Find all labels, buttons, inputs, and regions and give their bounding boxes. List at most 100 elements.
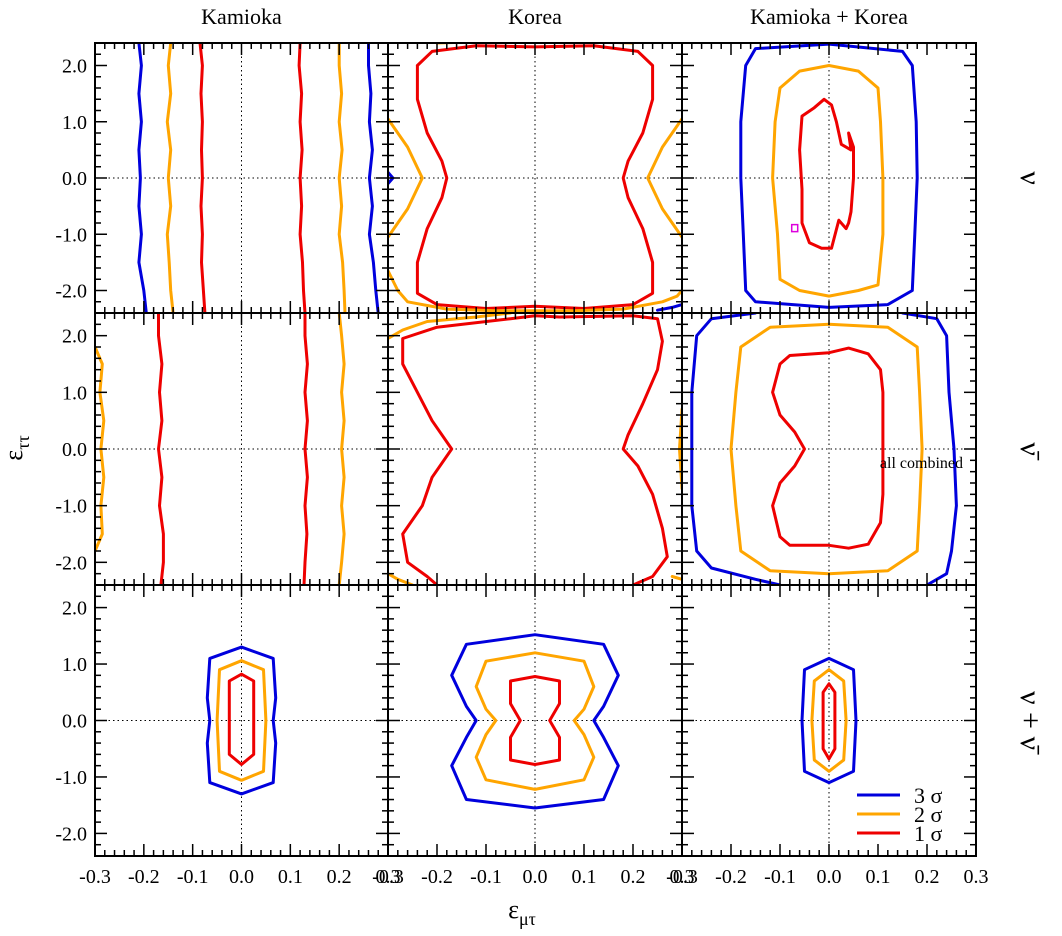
contour-2sigma (388, 313, 512, 340)
contour-2sigma (771, 64, 885, 298)
contour-2sigma (337, 313, 346, 585)
x-tick-label: -0.3 (372, 866, 404, 888)
contour-3sigma (367, 43, 380, 313)
contour-3sigma (656, 303, 682, 312)
panel-nubar-kamioka-korea (681, 312, 977, 586)
x-tick-label: 0.2 (327, 866, 352, 888)
contour-1sigma (821, 682, 837, 761)
panel-ticks (387, 584, 683, 857)
x-tick-label: -0.1 (764, 866, 796, 888)
contour-1sigma (771, 346, 885, 550)
contour-1sigma (198, 43, 207, 313)
axis-labels: εμτ εττ all combined (0, 435, 963, 929)
contour-2sigma (337, 43, 347, 313)
contour-2sigma (646, 117, 682, 239)
x-tick-label: -0.3 (79, 866, 111, 888)
x-tick-label: 0.2 (621, 866, 646, 888)
x-tick-label: 0.1 (866, 866, 891, 888)
legend-label-3sigma: 3 σ (914, 783, 943, 808)
column-title-kamioka: Kamioka (201, 4, 282, 29)
all-combined-annotation: all combined (880, 455, 963, 472)
panel-nu-kamioka-korea (681, 42, 977, 314)
panel-nu-korea (387, 42, 683, 314)
y-tick-label: 1.0 (62, 112, 87, 134)
x-tick-label: -0.2 (715, 866, 747, 888)
contour-3sigma (205, 645, 278, 796)
y-axis-label: εττ (0, 435, 33, 460)
x-tick-label: 0.1 (278, 866, 303, 888)
row-label-nubar: ν̄ (1014, 442, 1047, 461)
panel-nu-kamioka: -2.0 -1.0 0.0 1.0 2.0 (55, 42, 389, 314)
panel-nu-plus-nubar-korea: -0.3 -0.2 -0.1 0.0 0.1 0.2 0.3 (372, 584, 695, 888)
contour-2sigma (670, 575, 682, 581)
y-tick-label: 2.0 (62, 598, 87, 620)
contour-1sigma (157, 313, 165, 585)
y-tick-label: -1.0 (55, 496, 87, 518)
contour-1sigma (297, 43, 307, 313)
x-tick-label: -0.3 (666, 866, 698, 888)
y-tick-label: 1.0 (62, 654, 87, 676)
contour-2sigma (810, 668, 848, 773)
x-tick-label: 0.1 (572, 866, 597, 888)
y-tick-label: 0.0 (62, 168, 87, 190)
x-tick-label: 0.3 (964, 866, 989, 888)
y-tick-label: -1.0 (55, 767, 87, 789)
x-tick-label: -0.1 (177, 866, 209, 888)
contour-2sigma (215, 659, 268, 782)
contour-3sigma (800, 656, 858, 785)
contour-3sigma (137, 43, 148, 313)
y-tick-label: -2.0 (55, 281, 87, 303)
column-titles: Kamioka Korea Kamioka + Korea (201, 4, 908, 29)
best-fit-marker (790, 223, 799, 233)
panel-ticks (387, 42, 683, 314)
y-tick-label: 0.0 (62, 439, 87, 461)
panel-grid: -2.0 -1.0 0.0 1.0 2.0 -2.0 -1.0 0.0 1.0 2.0 -2.0 -1… (55, 42, 989, 888)
x-tick-label: 0.3 (376, 866, 401, 888)
panel-nu-plus-nubar-kamioka: -2.0 -1.0 0.0 1.0 2.0 -0.3 -0.2 -0.1 0.0 0.1 0.2 0.… (55, 584, 401, 888)
contour-1sigma (798, 97, 855, 250)
contour-2sigma (388, 117, 424, 239)
x-tick-label: 0.3 (670, 866, 695, 888)
legend-label-1sigma: 1 σ (914, 821, 943, 846)
contour-1sigma (509, 675, 561, 766)
contour-2sigma (165, 43, 175, 313)
x-axis-label: εμτ (508, 895, 536, 929)
x-tick-label: 0.2 (915, 866, 940, 888)
contour-3sigma (450, 633, 620, 810)
x-tick-label: 0.0 (523, 866, 548, 888)
contour-1sigma (302, 313, 309, 585)
contour-1sigma (227, 672, 256, 766)
panel-ticks (681, 584, 977, 857)
x-tick-label: -0.1 (470, 866, 502, 888)
row-labels: ν ν̄ ν + ν̄ (1014, 171, 1047, 755)
row-label-nu-plus-nubar: ν + ν̄ (1014, 691, 1047, 755)
panel-nu-plus-nubar-kamioka-korea: -0.3 -0.2 -0.1 0.0 0.1 0.2 0.3 (666, 584, 989, 888)
y-tick-label: 0.0 (62, 711, 87, 733)
y-tick-label: -2.0 (55, 823, 87, 845)
y-tick-label: 2.0 (62, 56, 87, 78)
contour-3sigma (690, 313, 782, 585)
column-title-kamioka-korea: Kamioka + Korea (750, 4, 908, 29)
x-tick-label: 0.0 (817, 866, 842, 888)
panel-ticks (681, 42, 977, 314)
x-tick-label: -0.2 (421, 866, 453, 888)
y-tick-label: -1.0 (55, 224, 87, 246)
contour-1sigma (415, 44, 655, 310)
column-title-korea: Korea (508, 4, 562, 29)
panel-ticks (94, 42, 389, 314)
panel-nubar-korea (387, 312, 683, 586)
row-label-nu: ν (1014, 171, 1047, 185)
contour-1sigma (401, 314, 669, 585)
contour-2sigma (388, 572, 414, 585)
y-tick-label: 1.0 (62, 382, 87, 404)
x-tick-label: -0.2 (128, 866, 160, 888)
y-tick-label: 2.0 (62, 326, 87, 348)
legend-label-2sigma: 2 σ (914, 802, 943, 827)
x-tick-label: 0.0 (229, 866, 254, 888)
panel-ticks (94, 584, 389, 857)
contour-3sigma (901, 313, 958, 585)
legend: 3 σ2 σ1 σ (857, 783, 943, 846)
contour-2sigma (474, 651, 596, 791)
panel-nubar-kamioka: -2.0 -1.0 0.0 1.0 2.0 (55, 312, 389, 586)
